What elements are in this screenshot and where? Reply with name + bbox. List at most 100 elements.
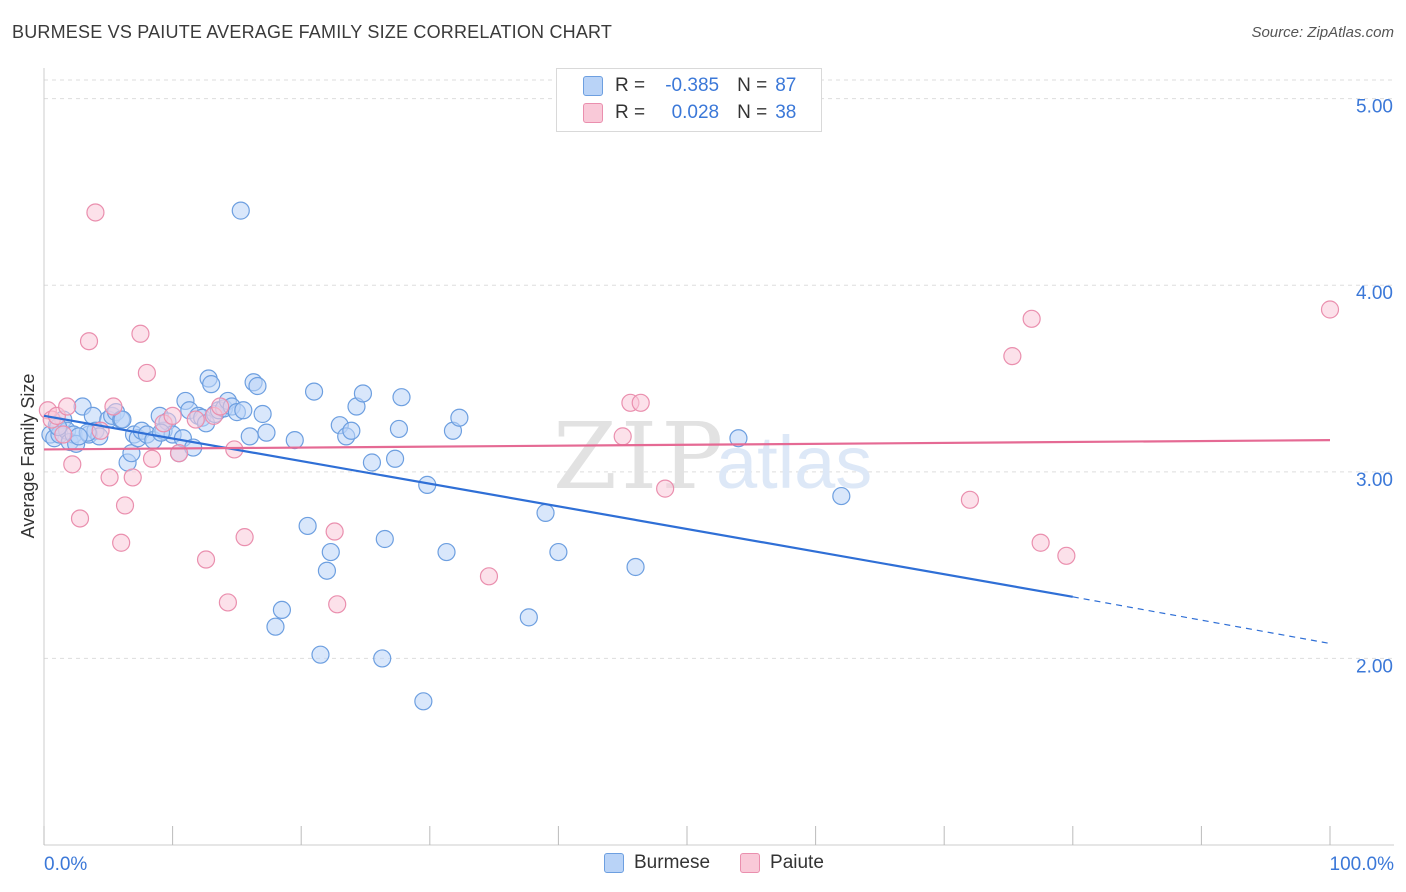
legend-r-label: R = [615,75,646,96]
paiute-point [163,406,182,425]
y-tick-label: 4.00 [1356,283,1393,304]
paiute-point [186,410,205,429]
burmese-point [266,617,285,636]
y-tick-label: 3.00 [1356,470,1393,491]
paiute-swatch [740,853,761,873]
x-tick-label: 100.0% [1330,854,1395,875]
trend-lines [43,414,1331,645]
burmese-point [450,408,469,427]
gridlines [44,79,1394,659]
burmese-trend-line [43,414,1073,598]
burmese-point [311,645,330,664]
burmese-point [298,516,317,536]
legend-n-label: N = [737,75,768,96]
burmese-point [414,692,433,711]
paiute-point [63,455,82,474]
paiute-point [112,533,131,552]
paiute-point [100,468,119,487]
chart-title: BURMESE VS PAIUTE AVERAGE FAMILY SIZE CO… [12,22,613,42]
paiute-point [70,509,90,528]
burmese-point [257,423,276,442]
burmese-point [832,486,851,506]
paiute-point [325,522,344,541]
paiute-point [79,332,99,351]
paiute-point [328,595,347,614]
burmese-point [549,542,568,562]
bottom-legend-paiute-label: Paiute [770,852,824,873]
paiute-point [86,203,105,222]
burmese-point [304,382,324,401]
burmese-point [83,406,102,425]
paiute-point [123,468,142,487]
paiute-point [54,425,73,444]
paiute-point [1031,533,1050,552]
burmese-point [342,421,361,440]
bottom-legend-burmese: Burmese [604,852,710,874]
burmese-point [317,561,337,580]
paiute-point [169,444,189,463]
burmese-trend-extension [1072,596,1331,645]
paiute-point [1022,309,1041,328]
paiute-point [235,528,254,547]
burmese-swatch [604,853,624,873]
paiute-point [1320,300,1340,319]
paiute-point [104,397,123,416]
paiute-point [960,490,980,509]
paiute-point [211,397,230,416]
paiute-point [1003,347,1022,366]
legend-row-burmese: R = -0.385 N = 87 [583,74,796,98]
bottom-legend-burmese-label: Burmese [634,852,711,873]
legend-n-value-burmese: 87 [775,75,797,96]
y-tick-label: 5.00 [1356,97,1393,118]
burmese-point [389,419,409,439]
legend-row-paiute: R = 0.028 N = 38 [583,101,796,125]
paiute-point [656,479,675,498]
paiute-point [1057,546,1076,565]
bottom-legend-paiute: Paiute [740,852,824,874]
x-tick-label: 0.0% [44,854,87,875]
burmese-point [321,542,340,562]
data-points [38,201,1340,711]
burmese-point [362,453,382,472]
watermark-zip: ZIP [553,403,727,510]
bottom-legend: Burmese Paiute [604,852,854,874]
paiute-point [613,427,632,446]
burmese-point [113,410,132,429]
paiute-point [631,393,650,412]
paiute-point [142,449,162,468]
burmese-point [437,542,456,562]
legend-r-label: R = [615,102,646,123]
burmese-point [272,600,292,620]
burmese-point [373,649,392,668]
paiute-point [115,496,135,515]
paiute-point [479,567,499,586]
watermark: ZIP atlas [553,403,872,510]
burmese-point [353,384,373,403]
burmese-point [375,529,394,549]
burmese-swatch [583,76,603,96]
paiute-point [137,363,156,383]
paiute-point [196,550,216,569]
burmese-point [519,608,538,627]
paiute-trend-line [43,439,1331,451]
paiute-swatch [583,103,603,123]
legend-box: R = -0.385 N = 87 R = 0.028 N = 38 [556,68,822,132]
legend-n-label: N = [737,102,768,123]
y-tick-label: 2.00 [1356,656,1393,677]
burmese-point [248,376,267,396]
burmese-point [392,388,411,407]
burmese-point [231,201,250,220]
burmese-point [626,557,645,577]
burmese-point [69,427,88,446]
source-label: Source: ZipAtlas.com [1251,24,1394,41]
legend-r-value-paiute: 0.028 [671,102,720,123]
paiute-point [131,324,150,343]
axes: 2.00 3.00 4.00 5.00 0.0% 100.0% [43,68,1395,875]
paiute-point [58,397,77,416]
burmese-point [253,404,272,424]
paiute-point [218,593,237,612]
burmese-point [385,449,405,468]
burmese-point [240,427,259,446]
burmese-point [729,429,748,448]
